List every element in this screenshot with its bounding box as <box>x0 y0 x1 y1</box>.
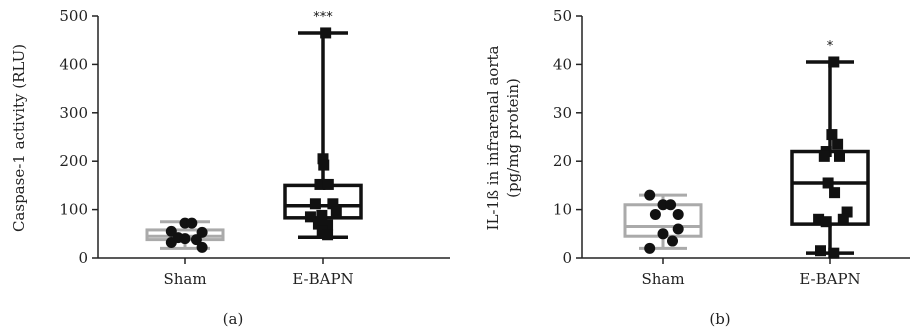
data-point <box>815 245 826 257</box>
data-point <box>196 241 208 253</box>
data-point <box>322 219 334 231</box>
data-point <box>196 226 208 238</box>
data-point <box>304 211 316 223</box>
panel-a-ylabel: Caspase-1 activity (RLU) <box>10 44 28 232</box>
significance-marker: * <box>827 39 834 54</box>
data-point <box>320 27 332 39</box>
data-point <box>327 198 339 210</box>
y-tick-label: 300 <box>59 104 88 122</box>
data-point <box>179 233 191 245</box>
panel-a-label: (a) <box>223 310 244 328</box>
x-tick-label: Sham <box>163 270 206 288</box>
y-tick-label: 50 <box>553 7 572 25</box>
y-tick-label: 200 <box>59 152 88 170</box>
data-point <box>667 235 678 247</box>
data-point <box>309 198 321 210</box>
data-point <box>818 150 830 162</box>
data-point <box>665 199 677 211</box>
y-tick-label: 400 <box>59 55 88 73</box>
y-tick-label: 0 <box>78 249 88 267</box>
data-point <box>322 229 334 241</box>
data-point <box>828 247 840 259</box>
panel-b: IL-1ß in infrarenal aorta (pg/mg protein… <box>484 7 910 328</box>
panel-b-ylabel-line2: (pg/mg protein) <box>504 78 522 198</box>
data-point <box>672 223 684 235</box>
data-point <box>318 159 330 171</box>
x-tick-label: E-BAPN <box>292 270 353 288</box>
data-point <box>826 129 838 141</box>
panel-b-ylabel-line1: IL-1ß in infrarenal aorta <box>484 45 502 230</box>
y-tick-label: 30 <box>553 104 572 122</box>
data-point <box>813 213 825 225</box>
data-point <box>837 213 849 225</box>
data-point <box>314 178 326 190</box>
x-tick-label: E-BAPN <box>799 270 860 288</box>
data-point <box>841 206 853 218</box>
data-point <box>322 178 334 190</box>
y-tick-label: 20 <box>553 152 572 170</box>
data-point <box>672 208 684 220</box>
data-point <box>649 208 661 220</box>
data-point <box>657 228 669 240</box>
data-point <box>828 56 840 68</box>
data-point <box>330 206 342 218</box>
panel-a: Caspase-1 activity (RLU) (a) 0 100 200 300 4… <box>10 7 450 328</box>
data-point <box>820 216 832 228</box>
data-point <box>657 199 669 211</box>
x-tick-label: Sham <box>641 270 684 288</box>
data-point <box>316 209 328 221</box>
data-point <box>186 217 198 229</box>
y-tick-label: 100 <box>59 201 88 219</box>
y-tick-label: 40 <box>553 55 572 73</box>
data-point <box>822 177 834 189</box>
y-tick-label: 10 <box>553 201 572 219</box>
data-point <box>317 153 329 165</box>
data-point <box>312 218 324 230</box>
y-tick-label: 500 <box>59 7 88 25</box>
panel-b-label: (b) <box>709 310 730 328</box>
data-point <box>834 150 845 162</box>
data-point <box>644 242 656 254</box>
significance-marker: *** <box>313 10 333 25</box>
data-point <box>644 189 656 201</box>
data-point <box>832 138 844 150</box>
data-point <box>829 187 841 199</box>
y-tick-label: 0 <box>562 249 572 267</box>
